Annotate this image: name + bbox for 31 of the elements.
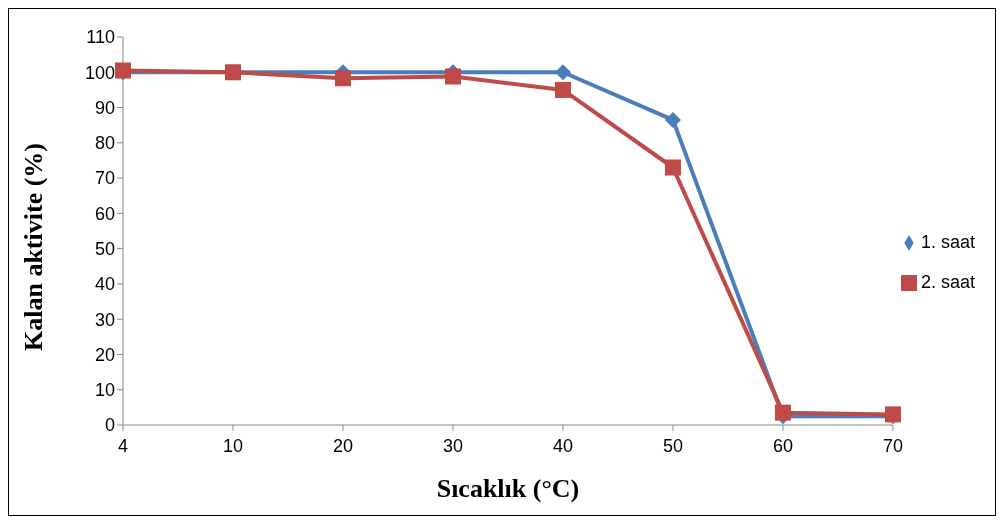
x-tick-label: 40 (552, 435, 573, 456)
y-tick-label: 30 (94, 309, 115, 330)
x-tick-label: 30 (442, 435, 463, 456)
x-axis-title: Sıcaklık (°C) (436, 474, 580, 503)
y-tick-label: 90 (94, 97, 115, 118)
y-tick-label: 40 (94, 274, 115, 295)
point (664, 111, 681, 128)
legend-label: 2. saat (920, 272, 975, 292)
point (554, 64, 571, 81)
legend-label: 1. saat (920, 232, 975, 252)
point (444, 68, 461, 85)
y-tick-label: 60 (94, 203, 115, 224)
x-tick-label: 10 (222, 435, 244, 456)
y-tick-label: 50 (94, 239, 115, 260)
y-tick-label: 10 (94, 380, 115, 401)
y-tick-label: 100 (84, 62, 115, 83)
y-tick-label: 20 (94, 344, 115, 365)
x-tick-label: 50 (662, 435, 683, 456)
point (554, 81, 571, 98)
point (664, 159, 681, 176)
y-axis-title: Kalan aktivite (%) (19, 143, 49, 351)
y-tick-label: 0 (104, 415, 115, 436)
y-tick-label: 70 (94, 168, 115, 189)
x-tick-label: 4 (117, 435, 129, 456)
point (334, 70, 351, 87)
x-tick-label: 70 (882, 435, 903, 456)
y-tick-label: 80 (94, 133, 115, 154)
y-tick-label: 110 (86, 27, 115, 48)
x-tick-label: 20 (332, 435, 353, 456)
x-tick-label: 60 (772, 435, 793, 456)
point (774, 404, 791, 421)
